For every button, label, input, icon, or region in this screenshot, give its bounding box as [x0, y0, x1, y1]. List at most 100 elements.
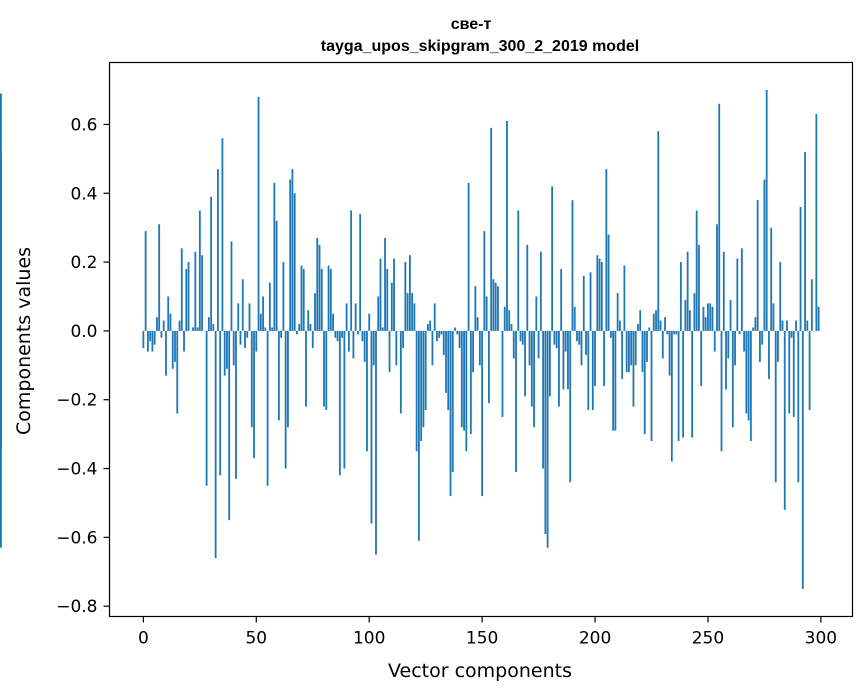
bar-2: [146, 330, 149, 352]
bar-42: [237, 303, 240, 331]
bar-101: [370, 330, 373, 524]
bar-61: [280, 330, 283, 338]
x-tick-label-150: 150: [466, 629, 498, 649]
bar-32: [214, 330, 217, 559]
bar-39: [230, 241, 233, 331]
bar-118: [408, 255, 411, 331]
bar-7: [158, 224, 161, 331]
bar-58: [273, 182, 276, 331]
bar-99: [366, 330, 368, 452]
bar-233: [668, 330, 671, 376]
bar-49: [253, 330, 255, 459]
bar-75: [311, 330, 314, 349]
bar-195: [582, 275, 585, 331]
bar-64: [287, 330, 289, 428]
bar-223: [646, 330, 648, 362]
bar-211: [618, 320, 621, 331]
bar-175: [537, 330, 540, 359]
bar-273: [759, 330, 761, 362]
bar-66: [291, 169, 294, 331]
bar-234: [670, 330, 673, 462]
bar-189: [569, 330, 572, 483]
bar-185: [560, 268, 563, 331]
bar-83: [329, 268, 332, 331]
y-axis-label: Components values: [13, 247, 35, 435]
bar-170: [526, 244, 529, 331]
bar-62: [282, 262, 285, 331]
bar-248: [702, 306, 705, 331]
bar-235: [673, 330, 675, 335]
bar-120: [413, 303, 416, 331]
bar-104: [377, 296, 380, 331]
bar-179: [546, 330, 549, 548]
bar-8: [160, 330, 163, 338]
bar-53: [262, 296, 264, 331]
bar-134: [445, 330, 447, 393]
bar-146: [472, 330, 474, 373]
bar-292: [801, 330, 804, 589]
bar-167: [519, 330, 522, 342]
bar-28: [205, 330, 208, 486]
bar-286: [788, 330, 791, 414]
bar-188: [567, 330, 569, 390]
x-tick-label-300: 300: [805, 629, 837, 649]
bar-3: [149, 330, 152, 342]
y-tick-label-7: 0.6: [70, 115, 97, 135]
bar-144: [467, 182, 470, 331]
bar-57: [271, 327, 274, 331]
bar-296: [810, 279, 813, 331]
bar-1: [144, 231, 147, 331]
bar-242: [688, 310, 691, 331]
bar-187: [564, 330, 567, 352]
bar-50: [255, 330, 258, 352]
bar-15: [176, 330, 179, 414]
bar-206: [607, 234, 610, 331]
bar-36: [223, 330, 226, 376]
bar-59: [275, 220, 278, 331]
bar-114: [399, 330, 402, 414]
y-tick-label-2: −0.4: [56, 460, 97, 480]
bar-88: [341, 330, 344, 338]
bar-295: [808, 330, 811, 411]
bar-254: [716, 224, 718, 331]
bar-261: [731, 330, 734, 428]
bar-183: [555, 330, 558, 349]
bar-124: [422, 330, 425, 428]
bar-44: [241, 279, 244, 331]
bar-84: [332, 313, 334, 331]
bar-112: [395, 330, 398, 366]
bar-46: [246, 330, 249, 338]
bar-11: [167, 296, 170, 331]
bar-110: [390, 282, 393, 331]
bar-157: [497, 286, 499, 331]
bar-98: [363, 330, 366, 362]
bar-41: [235, 330, 237, 479]
bar-289: [795, 320, 797, 331]
bar-164: [512, 330, 515, 359]
bar-260: [729, 299, 732, 331]
bar-90: [345, 303, 348, 331]
bar-14: [174, 330, 176, 362]
bar-240: [684, 299, 687, 331]
bar-220: [639, 310, 642, 331]
bar-136: [449, 330, 452, 497]
bar-181: [551, 186, 554, 331]
bar-105: [379, 258, 382, 331]
bar-31: [212, 324, 215, 331]
bar-294: [806, 320, 809, 331]
bar-243: [691, 330, 694, 438]
bar-177: [542, 330, 545, 469]
bar-19: [185, 268, 188, 331]
bar-149: [478, 330, 481, 366]
bar-18: [183, 330, 185, 352]
bar-55: [266, 330, 269, 486]
bar-25: [198, 210, 201, 331]
bar-172: [530, 330, 533, 407]
bar-244: [693, 293, 696, 331]
bar-139: [456, 330, 459, 335]
bar-198: [589, 272, 592, 331]
bar-225: [650, 330, 653, 442]
bar-135: [447, 330, 450, 411]
bar-160: [503, 306, 506, 331]
bar-126: [427, 324, 429, 331]
